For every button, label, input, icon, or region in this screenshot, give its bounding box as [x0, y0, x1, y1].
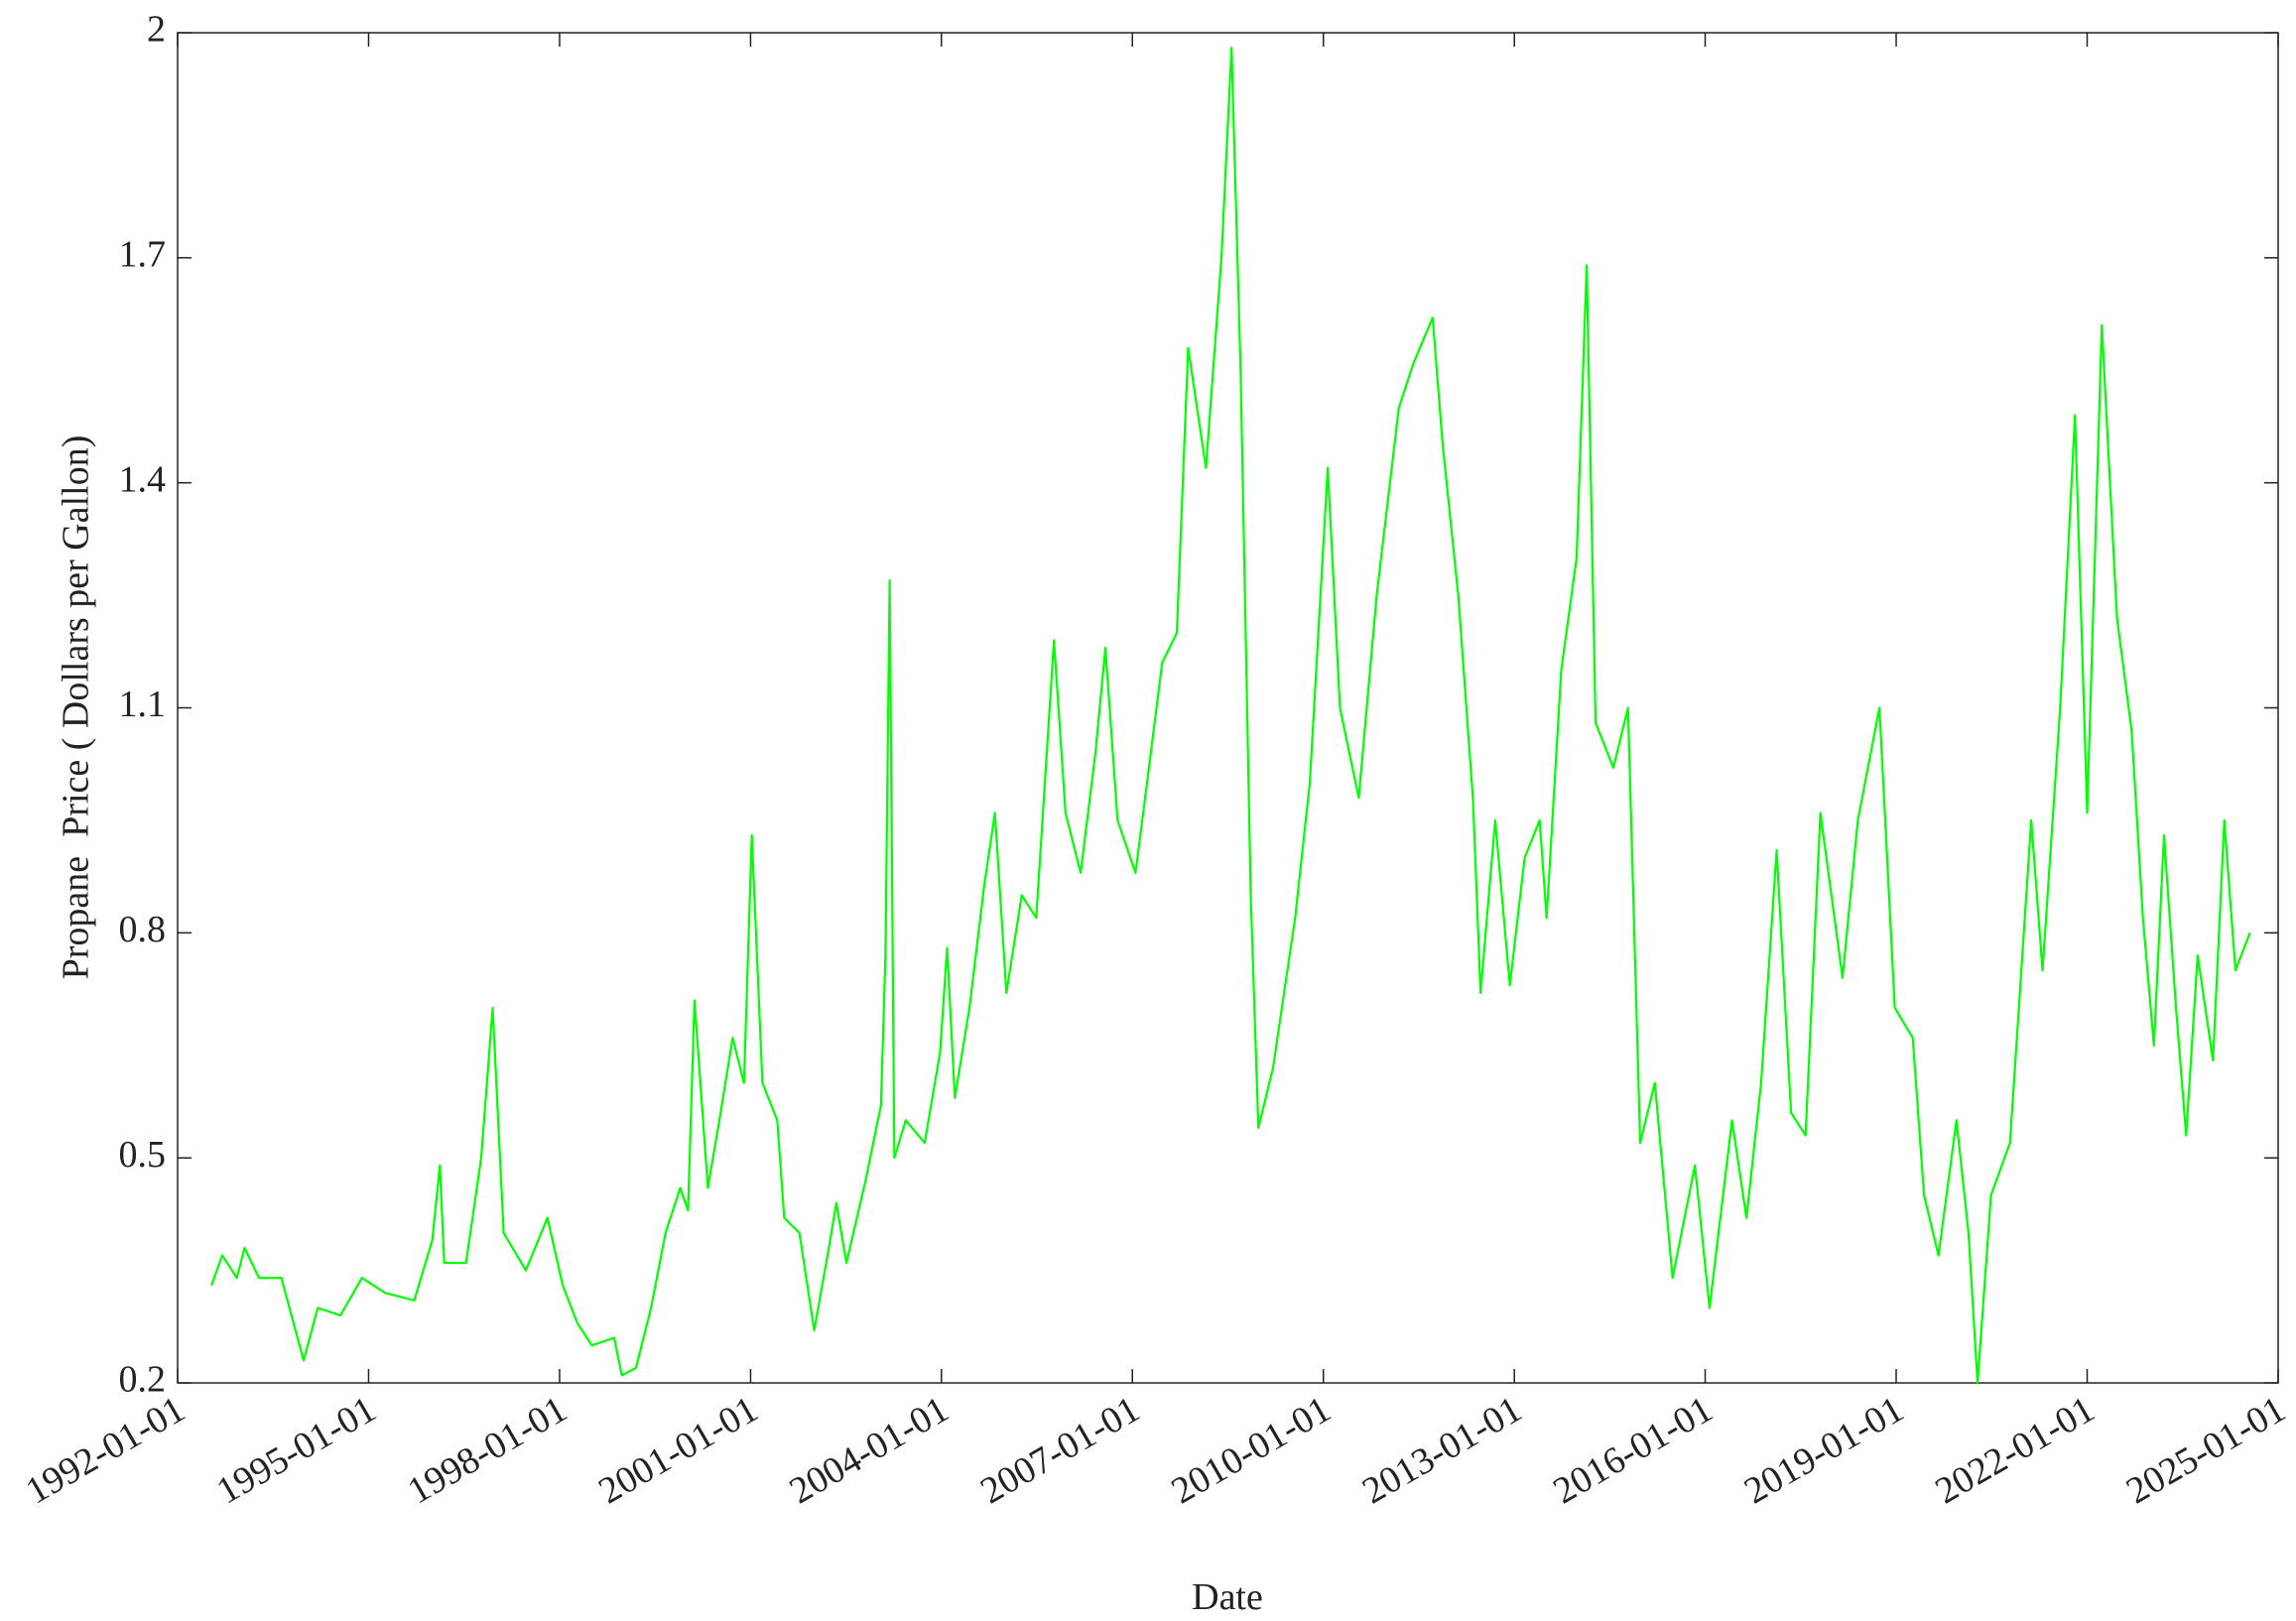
y-tick-label: 1.7 [119, 234, 167, 276]
price-line [210, 47, 2251, 1385]
x-tick-label: 1995-01-01 [209, 1388, 383, 1512]
x-tick-label: 2019-01-01 [1737, 1388, 1911, 1512]
y-tick-label: 0.5 [119, 1134, 167, 1176]
x-tick-label: 2016-01-01 [1546, 1388, 1720, 1512]
x-tick-label: 2004-01-01 [783, 1388, 957, 1512]
x-tick-label: 1992-01-01 [19, 1388, 192, 1512]
x-tick-label: 2007-01-01 [973, 1388, 1147, 1512]
y-axis-label: Propane Price ( Dollars per Gallon) [56, 436, 97, 980]
x-tick-label: 2013-01-01 [1355, 1388, 1529, 1512]
y-tick-label: 1.4 [119, 458, 167, 500]
x-tick-label: 2022-01-01 [1928, 1388, 2102, 1512]
y-tick-label: 0.8 [119, 909, 167, 950]
y-tick-label: 1.1 [119, 684, 167, 725]
y-tick-label: 2 [147, 9, 166, 51]
x-tick-label: 2001-01-01 [591, 1388, 765, 1512]
x-tick-label: 2010-01-01 [1165, 1388, 1339, 1512]
x-axis-label: Date [1192, 1576, 1263, 1618]
x-tick-label: 1998-01-01 [401, 1388, 574, 1512]
x-tick-label: 2025-01-01 [2119, 1388, 2293, 1512]
y-tick-label: 0.2 [119, 1359, 167, 1401]
